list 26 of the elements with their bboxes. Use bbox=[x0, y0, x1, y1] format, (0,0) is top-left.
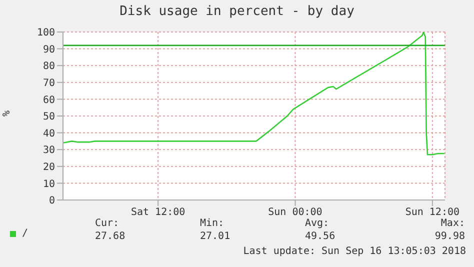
text: Cur: bbox=[95, 218, 120, 229]
y-tick-label: 80 bbox=[42, 61, 55, 72]
text: 49.56 bbox=[305, 231, 336, 242]
x-tick-label: Sat 12:00 bbox=[130, 207, 186, 218]
x-tick-label: Sun 00:00 bbox=[268, 207, 322, 218]
text: 27.01 bbox=[200, 231, 232, 242]
y-tick-label: 90 bbox=[42, 44, 55, 56]
text: 27.68 bbox=[95, 231, 126, 242]
y-tick-label: 10 bbox=[42, 178, 55, 190]
text: Last update: Sun Sep 16 13:05:03 2018 bbox=[243, 246, 466, 257]
y-tick-label: 20 bbox=[42, 162, 55, 173]
y-tick-label: 70 bbox=[42, 78, 55, 89]
legend-label: / bbox=[22, 228, 28, 239]
y-tick-label: 30 bbox=[42, 145, 55, 156]
text: 99.98 bbox=[434, 231, 465, 242]
y-tick-label: 100 bbox=[36, 28, 55, 39]
y-tick-label: 60 bbox=[42, 94, 55, 106]
text: Avg: bbox=[305, 218, 330, 229]
y-tick-label: 0 bbox=[48, 196, 55, 207]
x-tick-label: Sun 12:00 bbox=[405, 207, 460, 218]
text: Max: bbox=[440, 218, 465, 229]
text: Min: bbox=[200, 218, 226, 229]
y-tick-label: 40 bbox=[42, 128, 55, 140]
y-axis-title: % bbox=[2, 110, 13, 117]
y-tick-label: 50 bbox=[42, 112, 55, 123]
chart-title: Disk usage in percent - by day bbox=[118, 4, 356, 19]
